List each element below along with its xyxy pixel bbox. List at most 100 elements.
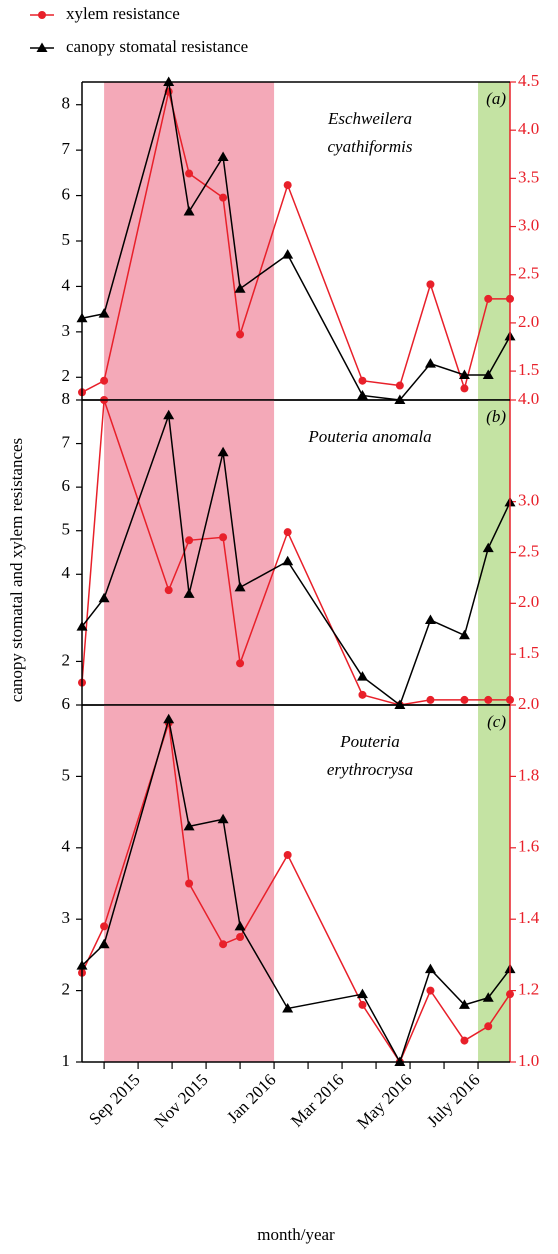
triangle-marker xyxy=(183,205,195,216)
x-axis-label: month/year xyxy=(257,1225,335,1244)
panel-label: (a) xyxy=(486,89,506,108)
triangle-marker xyxy=(458,369,470,380)
triangle-marker xyxy=(217,151,229,161)
panel-title: Pouteria xyxy=(339,732,400,751)
triangle-marker xyxy=(98,938,110,949)
circle-marker xyxy=(426,280,435,289)
panel-title: erythrocrysa xyxy=(327,760,413,779)
circle-marker xyxy=(460,695,469,704)
circle-marker xyxy=(219,533,228,542)
y2-tick-label: 4.0 xyxy=(518,119,539,138)
x-tick-label: May 2016 xyxy=(353,1070,416,1133)
triangle-marker xyxy=(217,446,229,457)
x-tick-label: July 2016 xyxy=(423,1070,484,1131)
shaded-band xyxy=(478,705,510,1062)
y-tick-label: 3 xyxy=(62,908,71,927)
triangle-marker xyxy=(282,1002,294,1013)
circle-marker xyxy=(219,940,228,949)
circle-marker xyxy=(460,384,469,393)
circle-marker xyxy=(219,193,228,202)
y-tick-label: 3 xyxy=(62,321,71,340)
circle-marker xyxy=(100,922,109,931)
circle-marker xyxy=(395,381,404,390)
y2-tick-label: 2.5 xyxy=(518,541,539,560)
x-tick-label: Nov 2015 xyxy=(150,1070,211,1131)
y-tick-label: 5 xyxy=(62,520,71,539)
triangle-marker xyxy=(183,820,195,831)
y-tick-label: 4 xyxy=(62,275,71,294)
triangle-marker xyxy=(163,409,175,420)
y-tick-label: 4 xyxy=(62,563,71,582)
shaded-band xyxy=(104,400,275,705)
y-tick-label: 8 xyxy=(62,94,71,113)
triangle-marker xyxy=(424,358,436,368)
triangle-marker xyxy=(234,283,246,293)
y2-tick-label: 2.5 xyxy=(518,264,539,283)
y2-tick-label: 3.0 xyxy=(518,491,539,510)
triangle-marker xyxy=(458,999,470,1009)
circle-marker xyxy=(185,169,194,178)
triangle-marker xyxy=(458,629,470,640)
shaded-band xyxy=(478,400,510,705)
circle-marker xyxy=(164,586,173,595)
y-tick-label: 2 xyxy=(62,980,71,999)
y2-tick-label: 1.6 xyxy=(518,837,539,856)
triangle-marker xyxy=(424,614,436,625)
y2-tick-label: 2.0 xyxy=(518,592,539,611)
circle-marker xyxy=(358,1000,367,1009)
y-tick-label: 6 xyxy=(62,476,71,495)
x-tick-label: Mar 2016 xyxy=(287,1070,348,1131)
y2-tick-label: 1.8 xyxy=(518,765,539,784)
y2-tick-label: 2.0 xyxy=(518,694,539,713)
y-tick-label: 4 xyxy=(62,837,71,856)
legend-label: xylem resistance xyxy=(66,4,180,23)
x-tick-label: Sep 2015 xyxy=(85,1070,144,1129)
panel-title: Eschweilera xyxy=(327,109,412,128)
circle-marker xyxy=(484,695,493,704)
triangle-marker xyxy=(482,542,494,553)
y-tick-label: 5 xyxy=(62,230,71,249)
shaded-band xyxy=(478,82,510,400)
x-tick-label: Jan 2016 xyxy=(223,1070,280,1127)
y2-tick-label: 1.4 xyxy=(518,908,540,927)
circle-marker xyxy=(358,690,367,699)
y-tick-label: 8 xyxy=(62,389,71,408)
circle-marker xyxy=(283,528,292,537)
triangle-marker xyxy=(482,992,494,1002)
y2-tick-label: 1.0 xyxy=(518,1051,539,1070)
legend-marker xyxy=(38,11,46,19)
y-tick-label: 5 xyxy=(62,765,71,784)
y-tick-label: 1 xyxy=(62,1051,71,1070)
y2-tick-label: 4.5 xyxy=(518,71,539,90)
circle-marker xyxy=(283,850,292,859)
circle-marker xyxy=(426,695,435,704)
circle-marker xyxy=(236,330,245,339)
circle-marker xyxy=(426,986,435,995)
circle-marker xyxy=(236,659,245,668)
circle-marker xyxy=(283,181,292,190)
y2-tick-label: 2.0 xyxy=(518,312,539,331)
y-tick-label: 7 xyxy=(62,139,71,158)
triangle-marker xyxy=(234,581,246,592)
legend-label: canopy stomatal resistance xyxy=(66,37,248,56)
y-tick-label: 6 xyxy=(62,184,71,203)
circle-marker xyxy=(358,376,367,385)
triangle-marker xyxy=(356,671,368,681)
y2-tick-label: 1.5 xyxy=(518,643,539,662)
y2-tick-label: 3.0 xyxy=(518,215,539,234)
panel-label: (c) xyxy=(487,712,506,731)
y2-tick-label: 1.2 xyxy=(518,980,539,999)
triangle-marker xyxy=(356,389,368,400)
triangle-marker xyxy=(163,713,175,724)
y-tick-label: 2 xyxy=(62,366,71,385)
triangle-marker xyxy=(356,988,368,999)
triangle-marker xyxy=(217,813,229,824)
circle-marker xyxy=(185,536,194,545)
triangle-marker xyxy=(482,369,494,380)
circle-marker xyxy=(484,294,493,303)
triangle-marker xyxy=(234,920,246,931)
circle-marker xyxy=(484,1022,493,1031)
y2-tick-label: 3.5 xyxy=(518,167,539,186)
triangle-marker xyxy=(98,308,110,318)
